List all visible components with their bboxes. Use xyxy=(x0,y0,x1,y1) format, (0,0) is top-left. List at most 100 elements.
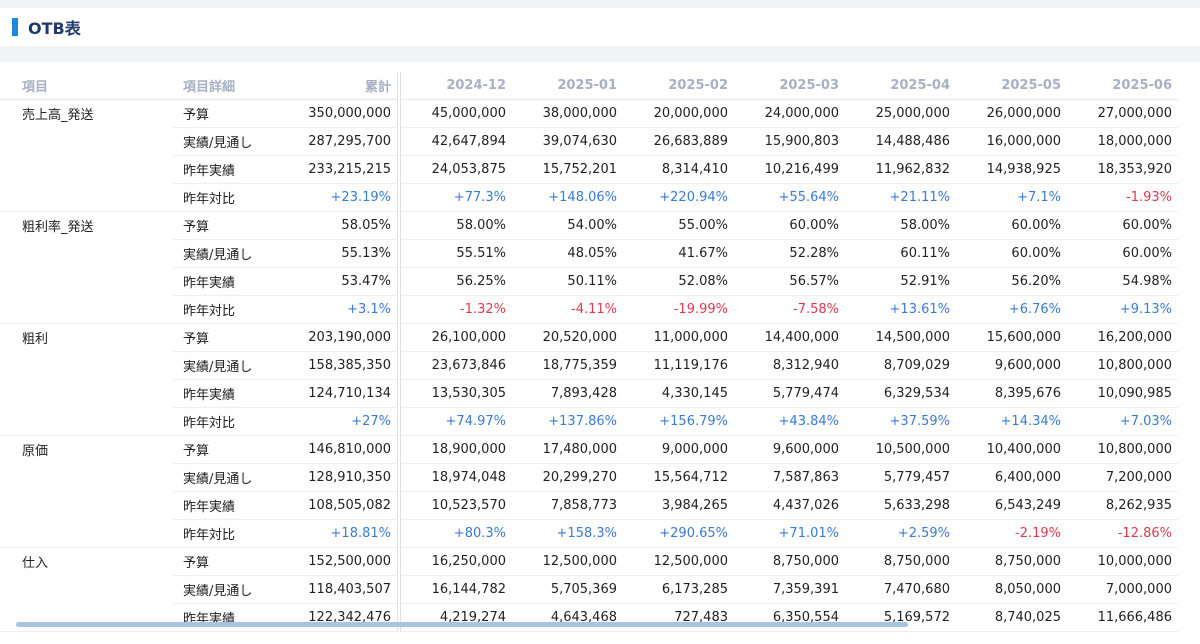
cell-value: +148.06% xyxy=(512,183,623,212)
cell-value: +9.13% xyxy=(1067,295,1178,324)
cell-value: -7.58% xyxy=(734,295,845,324)
cell-total: 287,295,700 xyxy=(293,127,401,156)
otb-table: 項目 項目詳細 累計 2024-12 2025-01 2025-02 2025-… xyxy=(0,72,1178,632)
cell-value: 5,169,572 xyxy=(845,603,956,632)
cell-item xyxy=(0,519,173,548)
cell-value: 8,312,940 xyxy=(734,351,845,380)
cell-value: 10,500,000 xyxy=(845,435,956,464)
cell-value: 60.00% xyxy=(956,211,1067,240)
cell-value: 13,530,305 xyxy=(399,379,512,408)
cell-total: 53.47% xyxy=(293,267,401,296)
cell-item: 仕入 xyxy=(22,556,49,571)
cell-value: 27,000,000 xyxy=(1067,99,1178,128)
table-row: 実績/見通し 118,403,507 16,144,782 5,705,369 6,17… xyxy=(0,575,1178,604)
cell-total: 233,215,215 xyxy=(293,155,401,184)
cell-value: +156.79% xyxy=(623,407,734,436)
cell-value: 4,643,468 xyxy=(512,603,623,632)
column-header-month[interactable]: 2025-05 xyxy=(956,72,1067,100)
table-row: 原価 予算 146,810,000 18,900,000 17,480,000 9,000… xyxy=(0,435,1178,464)
column-header-month[interactable]: 2025-04 xyxy=(845,72,956,100)
column-header-month[interactable]: 2025-06 xyxy=(1067,72,1178,100)
cell-item xyxy=(0,352,173,380)
cell-value: 15,900,803 xyxy=(734,127,845,156)
cell-item: 売上高_発送 xyxy=(22,108,94,123)
cell-detail: 昨年実績 xyxy=(173,155,293,184)
cell-detail: 予算 xyxy=(173,99,293,128)
horizontal-scrollbar[interactable] xyxy=(16,622,908,627)
cell-value: 26,000,000 xyxy=(956,99,1067,128)
cell-value: 60.00% xyxy=(1067,239,1178,268)
cell-detail: 昨年実績 xyxy=(173,379,293,408)
cell-value: 5,633,298 xyxy=(845,491,956,520)
cell-value: 25,000,000 xyxy=(845,99,956,128)
cell-value: -1.93% xyxy=(1067,183,1178,212)
cell-value: 45,000,000 xyxy=(399,99,512,128)
cell-detail: 実績/見通し xyxy=(173,575,293,604)
cell-value: 60.00% xyxy=(734,211,845,240)
cell-value: 15,600,000 xyxy=(956,323,1067,352)
column-header-month[interactable]: 2025-02 xyxy=(623,72,734,100)
cell-value: 4,219,274 xyxy=(399,603,512,632)
table-body: 売上高_発送 予算 350,000,000 45,000,000 38,000,000 2… xyxy=(0,99,1178,632)
cell-value: +7.1% xyxy=(956,183,1067,212)
cell-value: 8,750,000 xyxy=(845,547,956,576)
table-row: 昨年対比 +3.1% -1.32% -4.11% -19.99% -7.58% +13.61… xyxy=(0,295,1178,324)
cell-value: 18,974,048 xyxy=(399,463,512,492)
cell-detail: 実績/見通し xyxy=(173,351,293,380)
cell-total: 118,403,507 xyxy=(293,575,401,604)
cell-detail: 予算 xyxy=(173,435,293,464)
table-row: 昨年実績 124,710,134 13,530,305 7,893,428 4,330,… xyxy=(0,379,1178,408)
cell-detail: 昨年対比 xyxy=(173,407,293,436)
table-row: 仕入 予算 152,500,000 16,250,000 12,500,000 12,50… xyxy=(0,547,1178,576)
cell-value: 17,480,000 xyxy=(512,435,623,464)
cell-value: -1.32% xyxy=(399,295,512,324)
cell-value: 5,779,474 xyxy=(734,379,845,408)
cell-value: 52.91% xyxy=(845,267,956,296)
column-header-month[interactable]: 2025-03 xyxy=(734,72,845,100)
cell-value: +6.76% xyxy=(956,295,1067,324)
cell-value: 23,673,846 xyxy=(399,351,512,380)
cell-total: 55.13% xyxy=(293,239,401,268)
cell-value: 60.11% xyxy=(845,239,956,268)
cell-value: 24,053,875 xyxy=(399,155,512,184)
cell-value: 3,984,265 xyxy=(623,491,734,520)
cell-value: 6,400,000 xyxy=(956,463,1067,492)
cell-value: 11,119,176 xyxy=(623,351,734,380)
cell-value: 16,250,000 xyxy=(399,547,512,576)
cell-value: -12.86% xyxy=(1067,519,1178,548)
column-header-total[interactable]: 累計 xyxy=(293,72,401,100)
column-header-month[interactable]: 2024-12 xyxy=(399,72,512,100)
cell-value: 12,500,000 xyxy=(512,547,623,576)
cell-value: 39,074,630 xyxy=(512,127,623,156)
cell-value: 12,500,000 xyxy=(623,547,734,576)
cell-value: 60.00% xyxy=(956,239,1067,268)
cell-total: 108,505,082 xyxy=(293,491,401,520)
cell-value: 26,100,000 xyxy=(399,323,512,352)
cell-item xyxy=(0,380,173,408)
cell-value: +21.11% xyxy=(845,183,956,212)
cell-value: 4,330,145 xyxy=(623,379,734,408)
cell-value: +37.59% xyxy=(845,407,956,436)
cell-total: 146,810,000 xyxy=(293,435,401,464)
cell-value: 9,600,000 xyxy=(956,351,1067,380)
page-header: OTB表 xyxy=(0,8,1200,46)
cell-detail: 昨年実績 xyxy=(173,603,293,632)
cell-value: 6,329,534 xyxy=(845,379,956,408)
cell-value: 7,587,863 xyxy=(734,463,845,492)
table-header-row: 項目 項目詳細 累計 2024-12 2025-01 2025-02 2025-… xyxy=(0,72,1178,100)
cell-value: 50.11% xyxy=(512,267,623,296)
cell-value: +158.3% xyxy=(512,519,623,548)
cell-value: 7,000,000 xyxy=(1067,575,1178,604)
cell-value: 8,750,000 xyxy=(734,547,845,576)
cell-value: 8,395,676 xyxy=(956,379,1067,408)
column-header-detail[interactable]: 項目詳細 xyxy=(173,72,293,100)
column-header-month[interactable]: 2025-01 xyxy=(512,72,623,100)
cell-value: 14,500,000 xyxy=(845,323,956,352)
cell-item xyxy=(0,295,173,324)
cell-item: 粗利率_発送 xyxy=(22,220,94,235)
column-header-item[interactable]: 項目 xyxy=(0,72,173,100)
cell-item xyxy=(0,268,173,296)
cell-value: 20,520,000 xyxy=(512,323,623,352)
cell-value: 6,350,554 xyxy=(734,603,845,632)
cell-value: 5,705,369 xyxy=(512,575,623,604)
